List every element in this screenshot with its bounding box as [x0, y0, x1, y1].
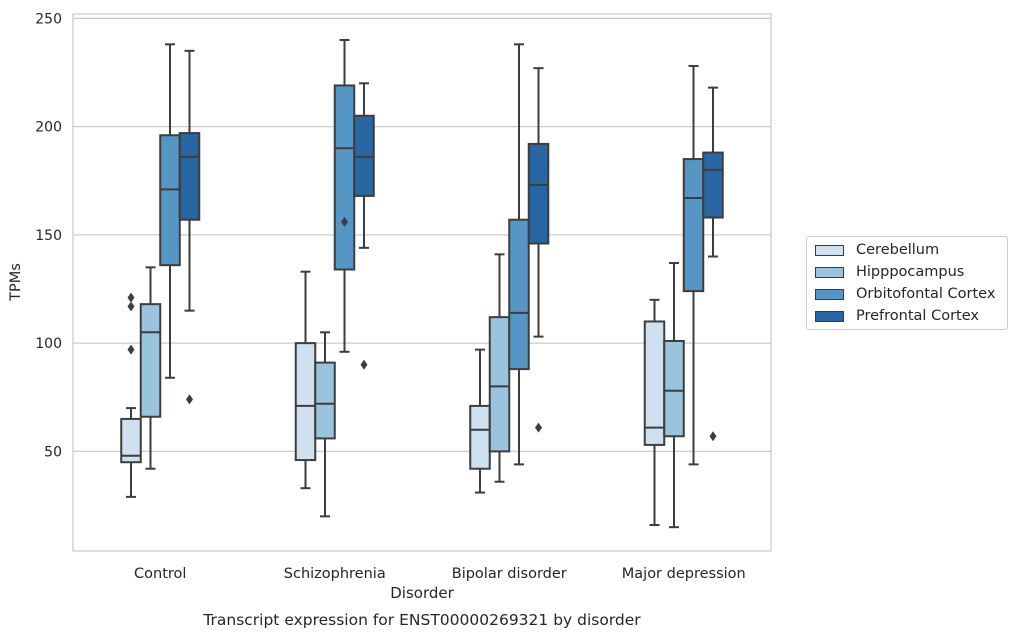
legend-swatch-prefrontal	[815, 310, 844, 322]
legend-swatch-hippocampus	[815, 266, 844, 278]
legend-swatch-orbitofrontal	[815, 288, 844, 300]
box-orbitofontal-cortex-1	[333, 38, 356, 353]
box-prefrontal-cortex-0	[178, 49, 201, 405]
iqr-box	[663, 339, 685, 438]
iqr-box	[294, 342, 317, 462]
iqr-box	[469, 404, 491, 470]
outlier-point	[127, 292, 135, 303]
x-tick-label: Bipolar disorder	[452, 566, 567, 582]
y-tick-label: 100	[35, 336, 62, 352]
x-axis-label: Disorder	[390, 584, 454, 602]
legend-label: Prefrontal Cortex	[856, 308, 979, 324]
box-prefrontal-cortex-3	[702, 86, 724, 442]
x-tick-label: Control	[134, 566, 186, 582]
iqr-box	[139, 303, 162, 418]
outlier-point	[360, 359, 368, 370]
x-tick-label: Major depression	[622, 566, 746, 582]
legend-item: Cerebellum	[815, 240, 939, 260]
y-tick-label: 150	[35, 228, 62, 244]
iqr-box	[353, 114, 375, 197]
outlier-point	[186, 394, 193, 405]
outlier-point	[127, 301, 135, 312]
y-axis-label: TPMs	[8, 263, 24, 302]
boxes	[120, 38, 724, 529]
box-hipppocampus-2	[488, 253, 511, 483]
outlier-point	[535, 422, 542, 433]
y-tick-label: 250	[35, 11, 62, 27]
box-hipppocampus-3	[663, 262, 685, 529]
x-tick-label: Schizophrenia	[284, 566, 386, 582]
box-hipppocampus-0	[139, 266, 162, 470]
legend-item: Hipppocampus	[815, 262, 964, 282]
plot-area	[73, 14, 771, 551]
legend-label: Hipppocampus	[856, 264, 965, 280]
box-orbitofontal-cortex-0	[159, 43, 181, 379]
iqr-box	[178, 132, 201, 221]
y-tick-label: 200	[35, 120, 62, 136]
box-cerebellum-1	[294, 270, 317, 490]
chart-title: Transcript expression for ENST0000026932…	[202, 611, 641, 629]
box-cerebellum-0	[120, 292, 142, 498]
legend-label: Cerebellum	[856, 242, 940, 258]
iqr-box	[508, 218, 530, 371]
legend-item: Orbitofontal Cortex	[815, 284, 995, 304]
iqr-box	[682, 158, 705, 293]
legend: Cerebellum Hipppocampus Orbitofontal Cor…	[806, 236, 1008, 330]
outlier-point	[127, 344, 135, 355]
tick-labels: 50 100 150 200 250 Control Schizophrenia Bipola…	[35, 11, 745, 582]
iqr-box	[314, 361, 336, 440]
box-prefrontal-cortex-1	[353, 82, 375, 370]
box-orbitofontal-cortex-2	[508, 43, 530, 466]
iqr-box	[120, 417, 142, 464]
outlier-point	[341, 216, 348, 227]
iqr-box	[702, 151, 724, 219]
legend-item: Prefrontal Cortex	[815, 306, 979, 326]
iqr-box	[333, 84, 356, 271]
iqr-box	[159, 134, 181, 267]
iqr-box	[488, 316, 511, 453]
legend-swatch-cerebellum	[815, 244, 844, 256]
iqr-box	[527, 142, 550, 245]
box-orbitofontal-cortex-3	[682, 64, 705, 466]
y-tick-label: 50	[44, 444, 62, 460]
legend-label: Orbitofontal Cortex	[856, 286, 996, 302]
plot-frame	[72, 13, 772, 552]
outlier-point	[709, 431, 717, 442]
box-prefrontal-cortex-2	[527, 67, 550, 433]
iqr-box	[643, 320, 666, 446]
box-hipppocampus-1	[314, 331, 336, 518]
